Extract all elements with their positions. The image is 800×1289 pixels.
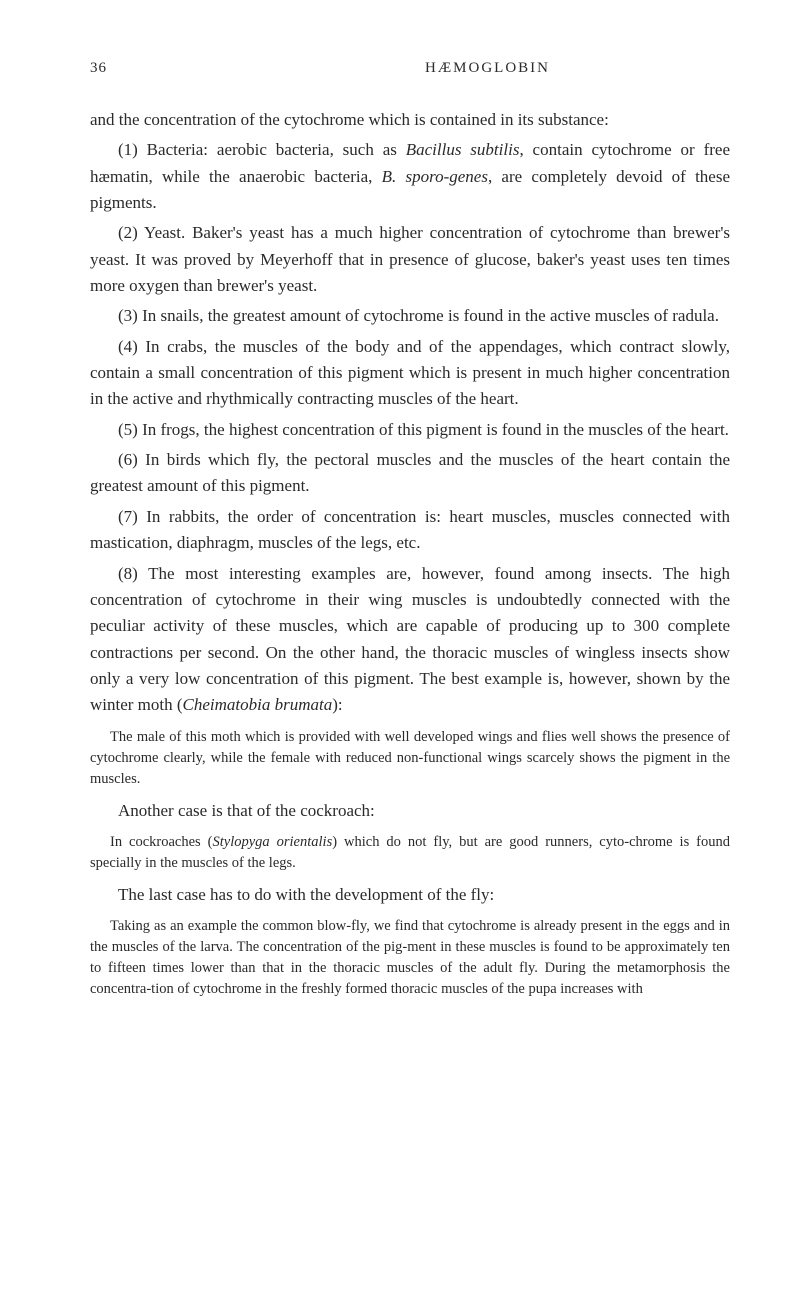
paragraph-item-3: (3) In snails, the greatest amount of cy… (90, 303, 730, 329)
running-title: HÆMOGLOBIN (425, 60, 550, 77)
species-name: Bacillus subtilis (406, 140, 520, 159)
paragraph-fly-lead: The last case has to do with the develop… (90, 882, 730, 908)
note-cockroach: In cockroaches (Stylopyga orientalis) wh… (90, 832, 730, 874)
text-segment: (8) The most interesting examples are, h… (90, 564, 730, 715)
paragraph-cockroach-lead: Another case is that of the cockroach: (90, 798, 730, 824)
note-fly: Taking as an example the common blow-fly… (90, 916, 730, 1000)
page-header: 36 HÆMOGLOBIN (90, 60, 730, 77)
species-name: Stylopyga orientalis (212, 834, 332, 850)
text-segment: (1) Bacteria: aerobic bacteria, such as (118, 140, 406, 159)
page-number: 36 (90, 60, 107, 77)
note-moth: The male of this moth which is provided … (90, 727, 730, 790)
paragraph-item-4: (4) In crabs, the muscles of the body an… (90, 334, 730, 413)
text-segment: ): (332, 695, 342, 714)
paragraph-item-8: (8) The most interesting examples are, h… (90, 561, 730, 719)
paragraph-item-5: (5) In frogs, the highest concentration … (90, 417, 730, 443)
species-name: Cheimatobia brumata (183, 695, 333, 714)
paragraph-item-6: (6) In birds which fly, the pectoral mus… (90, 447, 730, 500)
species-name: B. sporo-genes (382, 167, 488, 186)
paragraph-item-7: (7) In rabbits, the order of concentrati… (90, 504, 730, 557)
paragraph-item-2: (2) Yeast. Baker's yeast has a much high… (90, 220, 730, 299)
text-segment: In cockroaches ( (110, 834, 212, 850)
paragraph-item-1: (1) Bacteria: aerobic bacteria, such as … (90, 137, 730, 216)
paragraph-intro: and the concentration of the cytochrome … (90, 107, 730, 133)
